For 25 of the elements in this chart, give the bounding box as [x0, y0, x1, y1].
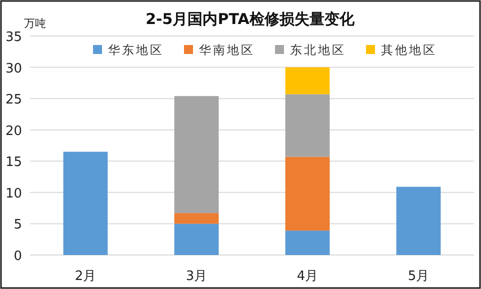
y-tick-label: 20 [5, 124, 22, 139]
legend-label: 华南地区 [199, 43, 255, 57]
bar [174, 96, 219, 214]
bar [396, 186, 441, 255]
bar [63, 152, 108, 255]
bar [174, 213, 219, 224]
x-tick-label: 3月 [186, 269, 208, 284]
y-tick-label: 30 [5, 61, 22, 76]
chart-title: 2-5月国内PTA检修损失量变化 [146, 10, 356, 28]
y-axis-title: 万吨 [24, 17, 46, 30]
x-tick-label: 2月 [74, 269, 96, 284]
y-tick-label: 25 [5, 92, 22, 108]
legend-label: 东北地区 [290, 43, 346, 57]
y-tick-label: 15 [5, 155, 22, 170]
bar [285, 230, 330, 255]
x-tick-label: 5月 [408, 269, 430, 284]
legend-label: 华东地区 [108, 43, 164, 57]
bar [174, 224, 219, 255]
y-tick-label: 10 [5, 186, 22, 202]
x-tick-label: 4月 [296, 269, 318, 284]
y-tick-label: 35 [5, 30, 22, 45]
y-tick-label: 0 [14, 249, 22, 264]
legend-label: 其他地区 [381, 43, 437, 57]
bar [285, 156, 330, 231]
y-tick-label: 5 [14, 218, 22, 233]
